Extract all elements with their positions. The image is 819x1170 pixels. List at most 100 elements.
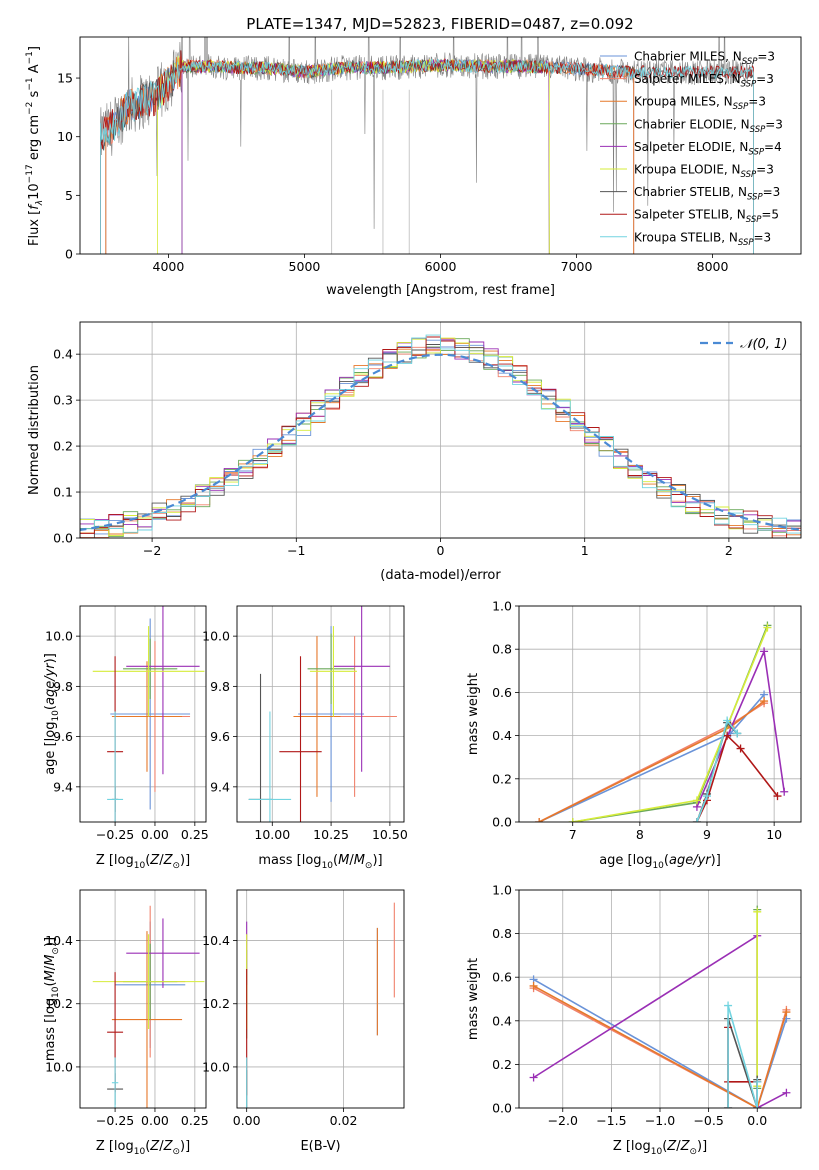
weight-vs-z-marker [529, 1073, 538, 1082]
weight-vs-age-marker [773, 792, 782, 801]
age-vs-z-axes: −0.25 0.00 0.25 9.4 9.6 9.8 10.0 [45, 606, 209, 842]
weight-vs-age-marker [760, 697, 769, 706]
age-vs-mass-ytick-label: 9.6 [210, 729, 230, 744]
weight-vs-z-line-kroupa-miles [533, 985, 788, 1108]
weight-vs-z-line-chabrier-miles [533, 978, 788, 1108]
legend-entry: Kroupa STELIB, NSSP=3 [634, 230, 771, 248]
spectrum-model-salpeter-elodie [181, 58, 550, 254]
spectrum-model-kroupa-miles [105, 54, 635, 254]
legend-entry: Kroupa ELODIE, NSSP=3 [634, 163, 774, 181]
weight-vs-age-marker [780, 787, 789, 796]
weight-vs-age-ylabel: mass weight [466, 673, 481, 755]
weight-vs-age-xtick-label: 8 [636, 827, 644, 842]
histogram-frame [79, 321, 802, 539]
spectrum-axes: 4000 5000 6000 7000 8000 0 5 10 15 [57, 71, 728, 274]
weight-vs-age-marker [568, 818, 577, 822]
histogram-xtick-label: −2 [143, 543, 161, 558]
mass-vs-z-ytick-label: 10.2 [45, 996, 73, 1011]
ebv-xtick-label: 0.00 [233, 1113, 261, 1128]
spectrum-model-kroupa-elodie [157, 55, 550, 254]
weight-vs-z-xlabel: Z [log10(Z/Z⊙)] [613, 1139, 707, 1157]
weight-vs-z-marker [724, 1104, 733, 1108]
weight-vs-z-marker [529, 981, 538, 990]
weight-vs-z-xtick-label: −1.0 [645, 1113, 675, 1128]
age-vs-z-ytick-label: 9.8 [53, 679, 73, 694]
spectrum-ytick-label: 0 [65, 247, 73, 262]
age-vs-mass-errorbars [248, 606, 397, 822]
mass-vs-z-frame [79, 889, 207, 1109]
spectrum-ytick-label: 10 [57, 129, 73, 144]
mass-vs-z-axes: −0.25 0.00 0.25 10.0 10.2 10.4 [45, 890, 209, 1128]
age-vs-z-xtick-label: −0.25 [96, 827, 134, 842]
age-vs-mass-frame [236, 605, 405, 823]
age-vs-z-errorbars [92, 606, 205, 822]
legend-entry: Chabrier STELIB, NSSP=3 [634, 185, 780, 203]
legend-entry: Salpeter MILES, NSSP=3 [634, 72, 774, 90]
weight-vs-age-axes: 7 8 9 10 0.0 0.2 0.4 0.6 0.8 1.0 [492, 599, 801, 842]
weight-vs-age-ytick-label: 0.6 [492, 685, 512, 700]
weight-vs-z-frame [518, 889, 802, 1109]
weight-vs-age-frame [518, 605, 802, 823]
age-vs-mass-xtick-label: 10.25 [313, 827, 349, 842]
weight-vs-age-ytick-label: 0.8 [492, 642, 512, 657]
spectrum-legend: Chabrier MILES, NSSP=3 Salpeter MILES, NS… [600, 50, 783, 248]
spectrum-xtick-label: 6000 [425, 259, 457, 274]
weight-vs-z-marker [753, 907, 762, 916]
weight-vs-z-ytick-label: 0.0 [492, 1101, 512, 1116]
histogram-xtick-label: 1 [581, 543, 589, 558]
weight-vs-z-marker [724, 1001, 733, 1010]
weight-vs-age-marker [692, 818, 701, 822]
legend-entry: Salpeter STELIB, NSSP=5 [634, 208, 779, 226]
weight-vs-z-ylabel: mass weight [466, 958, 481, 1040]
age-vs-mass-ytick-label: 9.8 [210, 679, 230, 694]
histogram-ytick-label: 0.2 [53, 439, 73, 454]
spectrum-xtick-label: 8000 [697, 259, 729, 274]
weight-vs-age-marker [763, 623, 772, 632]
weight-vs-age-marker [703, 792, 711, 801]
weight-vs-age-marker [723, 731, 732, 740]
weight-vs-z-line-kroupa-stelib [727, 1005, 759, 1108]
spectrum-model-chabrier-stelib [100, 58, 754, 254]
age-vs-mass-xtick-label: 10.50 [372, 827, 408, 842]
age-vs-z-ylabel: age [log10(age/yr)] [43, 653, 61, 775]
weight-vs-age-marker [723, 716, 732, 725]
mass-vs-z-xtick-label: 0.00 [141, 1113, 169, 1128]
histogram-xtick-label: 2 [725, 543, 733, 558]
spectrum-xlabel: wavelength [Angstrom, rest frame] [326, 283, 555, 298]
weight-vs-z-xtick-label: −0.5 [693, 1113, 723, 1128]
weight-vs-age-xtick-label: 9 [703, 827, 711, 842]
weight-vs-age-marker [760, 647, 769, 656]
spectrum-model-chabrier-elodie [181, 58, 550, 254]
weight-vs-z-xtick-label: 0.0 [747, 1113, 767, 1128]
age-vs-mass-ytick-label: 10.0 [202, 629, 230, 644]
histogram-kroupa-elodie [80, 337, 801, 538]
ebv-ytick-label: 10.0 [202, 1059, 230, 1074]
weight-vs-age-xlabel: age [log10(age/yr)] [599, 853, 721, 871]
ebv-ytick-label: 10.4 [202, 933, 230, 948]
age-vs-mass-ytick-label: 9.4 [210, 779, 230, 794]
weight-vs-z-ytick-label: 0.2 [492, 1057, 512, 1072]
age-vs-mass-xlabel: mass [log10(M/M⊙)] [258, 853, 382, 871]
ebv-xlabel: E(B-V) [300, 1139, 340, 1154]
spectrum-model-salpeter-miles [105, 56, 635, 254]
histogram-ylabel: Normed distribution [27, 365, 42, 495]
histogram-normal-curve [80, 353, 801, 532]
ebv-ytick-label: 10.2 [202, 996, 230, 1011]
weight-vs-age-marker [535, 818, 544, 822]
weight-vs-age-xtick-label: 7 [569, 827, 577, 842]
weight-vs-z-marker [753, 1077, 762, 1086]
mass-vs-z-errorbars [92, 905, 205, 1108]
mass-vs-z-xtick-label: −0.25 [96, 1113, 134, 1128]
spectrum-lines [100, 37, 754, 254]
spectrum-model-kroupa-stelib [100, 58, 754, 254]
spectrum-xtick-label: 5000 [289, 259, 321, 274]
spectrum-ylabel: Flux [fλ10−17 erg cm−2 s−1 A−1] [25, 46, 45, 246]
age-vs-mass-xtick-label: 10.00 [254, 827, 290, 842]
ebv-frame [236, 889, 405, 1109]
weight-vs-age-marker [692, 796, 701, 805]
legend-entry: Chabrier MILES, NSSP=3 [634, 50, 775, 68]
weight-vs-z-marker [782, 1088, 791, 1097]
age-vs-z-frame [79, 605, 207, 823]
spectrum-ytick-label: 15 [57, 71, 73, 86]
